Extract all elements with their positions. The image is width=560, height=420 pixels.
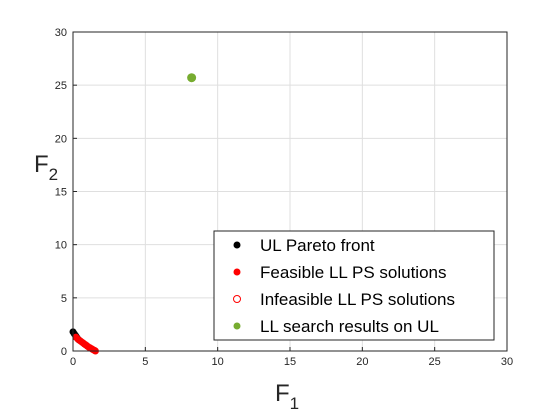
legend-marker-ul-pareto-front [233,241,241,249]
y-tick-label: 30 [55,27,67,39]
legend-label-ul-pareto-front: UL Pareto front [260,236,375,255]
legend-marker-ll-search-results [233,322,241,330]
y-tick-label: 5 [61,293,67,305]
x-tick-label: 30 [501,356,513,368]
legend-marker-infeasible-ll-ps [233,295,241,303]
y-axis-label-main: F [34,151,49,178]
x-tick-label: 20 [356,356,368,368]
data-points [69,73,197,355]
y-tick-label: 20 [55,133,67,145]
x-axis-label-main: F [275,380,290,407]
x-tick-labels: 0 5 10 15 20 25 30 [70,356,513,368]
y-tick-labels: 0 5 10 15 20 25 30 [55,27,67,358]
x-tick-label: 10 [212,356,224,368]
axes-box [72,31,508,352]
legend-label-infeasible-ll-ps: Infeasible LL PS solutions [260,290,455,309]
y-tick-label: 25 [55,80,67,92]
x-tick-label: 15 [284,356,296,368]
x-tick-label: 0 [70,356,76,368]
legend-box [213,230,495,341]
legend-marker-feasible-ll-ps [233,268,241,276]
y-tick-label: 10 [55,240,67,252]
x-tick-label: 5 [142,356,148,368]
x-axis-label: F1 [275,380,299,413]
y-axis-label: F2 [34,151,58,184]
legend-label-ll-search-results: LL search results on UL [260,317,439,336]
x-axis-label-subscript: 1 [290,394,299,413]
y-tick-label: 15 [55,187,67,199]
legend-label-feasible-ll-ps: Feasible LL PS solutions [260,263,446,282]
y-axis-label-subscript: 2 [49,165,58,184]
x-tick-label: 25 [429,356,441,368]
legend: UL Pareto front Feasible LL PS solutions… [213,230,495,341]
point-ll-search-results-on-ul [187,73,197,83]
y-tick-label: 0 [61,346,67,358]
